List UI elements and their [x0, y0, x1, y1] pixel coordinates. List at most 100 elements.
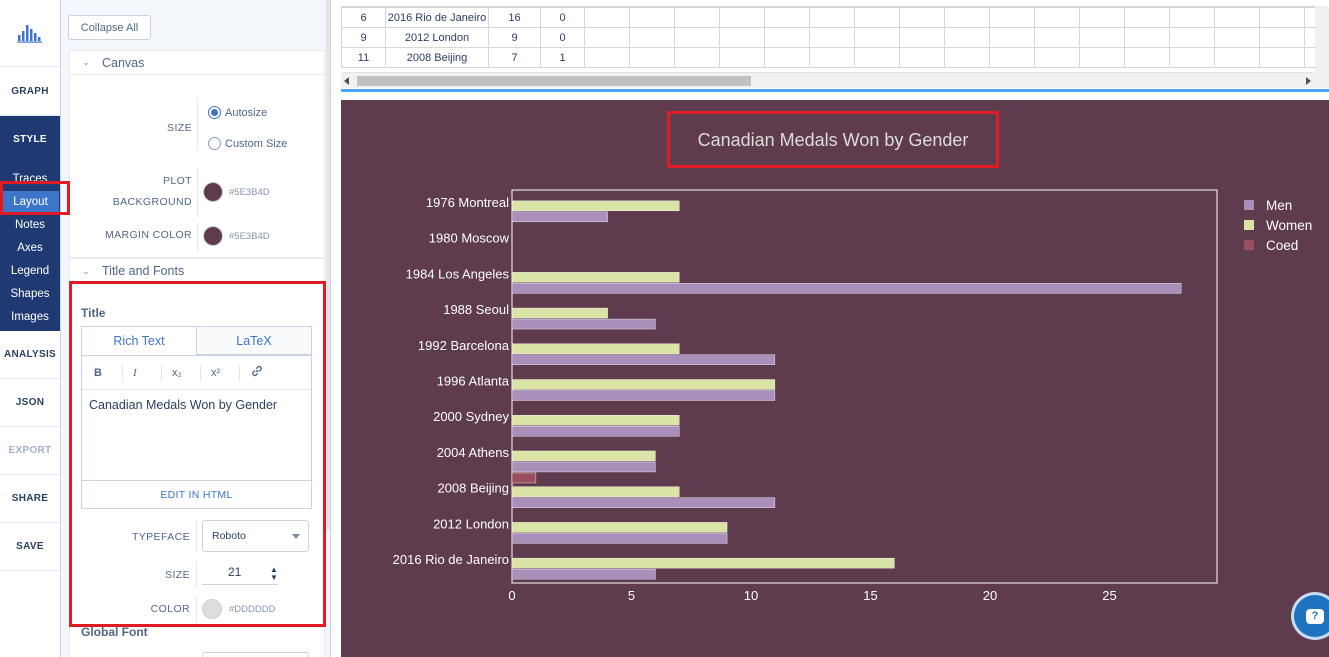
- table-cell[interactable]: 6: [341, 7, 386, 28]
- table-cell[interactable]: [674, 27, 720, 48]
- grid-vertical-scrollbar[interactable]: [1315, 6, 1329, 88]
- table-cell[interactable]: [989, 27, 1035, 48]
- table-cell[interactable]: [899, 27, 945, 48]
- nav-share[interactable]: SHARE: [0, 475, 60, 523]
- table-cell[interactable]: [764, 27, 810, 48]
- table-cell[interactable]: [1124, 47, 1170, 68]
- nav-style-images[interactable]: Images: [11, 311, 49, 323]
- plot-bg-color-swatch[interactable]: [203, 182, 223, 202]
- table-cell[interactable]: [719, 7, 765, 28]
- table-cell[interactable]: [989, 47, 1035, 68]
- table-cell[interactable]: 2008 Beijing: [385, 47, 489, 68]
- font-size-input[interactable]: 21: [202, 565, 278, 585]
- table-cell[interactable]: [629, 47, 675, 68]
- nav-style-layout[interactable]: Layout: [2, 191, 59, 214]
- canvas-section-header[interactable]: ⌄ Canvas: [70, 51, 326, 75]
- grid-horizontal-scrollbar[interactable]: [341, 72, 1315, 88]
- nav-save[interactable]: SAVE: [0, 523, 60, 571]
- table-cell[interactable]: [944, 7, 990, 28]
- title-fonts-section-header[interactable]: ⌄ Title and Fonts: [70, 259, 326, 283]
- table-cell[interactable]: 9: [488, 27, 541, 48]
- tab-rich-text[interactable]: Rich Text: [82, 327, 196, 355]
- table-cell[interactable]: [1079, 7, 1125, 28]
- table-cell[interactable]: [899, 47, 945, 68]
- table-cell[interactable]: [1079, 47, 1125, 68]
- tab-latex[interactable]: LaTeX: [196, 327, 311, 355]
- radio-autosize[interactable]: [208, 106, 221, 119]
- table-cell[interactable]: [719, 47, 765, 68]
- table-cell[interactable]: [899, 7, 945, 28]
- pane-divider[interactable]: [341, 89, 1329, 92]
- nav-style-legend[interactable]: Legend: [10, 265, 50, 277]
- table-cell[interactable]: [719, 27, 765, 48]
- link-button[interactable]: [246, 364, 278, 381]
- table-cell[interactable]: [1259, 47, 1305, 68]
- table-cell[interactable]: [1034, 7, 1080, 28]
- radio-custom-size[interactable]: [208, 137, 221, 150]
- scroll-right-icon[interactable]: [1306, 77, 1311, 85]
- collapse-all-button[interactable]: Collapse All: [68, 15, 151, 40]
- scroll-thumb[interactable]: [357, 76, 751, 86]
- typeface-select[interactable]: Roboto: [202, 520, 309, 552]
- table-cell[interactable]: [1124, 7, 1170, 28]
- table-cell[interactable]: [809, 47, 855, 68]
- table-cell[interactable]: 11: [341, 47, 386, 68]
- table-cell[interactable]: [1169, 47, 1215, 68]
- subscript-button[interactable]: x₂: [172, 366, 182, 379]
- table-cell[interactable]: 0: [540, 7, 585, 28]
- table-cell[interactable]: [584, 27, 630, 48]
- margin-color-swatch[interactable]: [203, 226, 223, 246]
- table-cell[interactable]: [1124, 27, 1170, 48]
- font-color-swatch[interactable]: [202, 599, 222, 619]
- table-cell[interactable]: [1079, 27, 1125, 48]
- table-cell[interactable]: 0: [540, 27, 585, 48]
- table-cell[interactable]: [989, 7, 1035, 28]
- table-cell[interactable]: [1259, 7, 1305, 28]
- table-cell[interactable]: 1: [540, 47, 585, 68]
- help-chat-button[interactable]: ?: [1294, 595, 1329, 637]
- table-cell[interactable]: [1214, 27, 1260, 48]
- table-cell[interactable]: [944, 47, 990, 68]
- scroll-left-icon[interactable]: [344, 77, 349, 85]
- italic-button[interactable]: I: [133, 366, 137, 379]
- table-cell[interactable]: [629, 7, 675, 28]
- panel-scrollbar[interactable]: [326, 0, 330, 530]
- table-cell[interactable]: [1034, 47, 1080, 68]
- edit-in-html-button[interactable]: EDIT IN HTML: [82, 480, 311, 508]
- nav-style-axes[interactable]: Axes: [17, 242, 43, 254]
- nav-graph[interactable]: GRAPH: [0, 66, 60, 116]
- table-cell[interactable]: [1214, 47, 1260, 68]
- nav-style-traces[interactable]: Traces: [12, 173, 48, 185]
- nav-style-notes[interactable]: Notes: [14, 219, 46, 231]
- table-cell[interactable]: [1169, 27, 1215, 48]
- table-cell[interactable]: [674, 7, 720, 28]
- table-cell[interactable]: [1259, 27, 1305, 48]
- nav-style[interactable]: STYLE: [13, 133, 47, 145]
- custom-size-option[interactable]: Custom Size: [208, 137, 287, 150]
- table-cell[interactable]: 9: [341, 27, 386, 48]
- table-cell[interactable]: 7: [488, 47, 541, 68]
- table-cell[interactable]: [764, 7, 810, 28]
- superscript-button[interactable]: x²: [211, 366, 221, 379]
- nav-analysis[interactable]: ANALYSIS: [0, 331, 60, 379]
- table-cell[interactable]: [944, 27, 990, 48]
- table-cell[interactable]: [854, 27, 900, 48]
- table-cell[interactable]: [854, 47, 900, 68]
- nav-json[interactable]: JSON: [0, 379, 60, 427]
- table-cell[interactable]: 2016 Rio de Janeiro: [385, 7, 489, 28]
- global-font-select[interactable]: [202, 652, 309, 657]
- table-cell[interactable]: [584, 7, 630, 28]
- table-cell[interactable]: [584, 47, 630, 68]
- title-text-input[interactable]: Canadian Medals Won by Gender: [89, 398, 278, 412]
- logo[interactable]: [0, 0, 60, 66]
- table-cell[interactable]: [629, 27, 675, 48]
- table-cell[interactable]: [764, 47, 810, 68]
- size-stepper[interactable]: ▲ ▼: [270, 565, 278, 582]
- bold-button[interactable]: B: [94, 366, 102, 379]
- table-cell[interactable]: [1214, 7, 1260, 28]
- autosize-option[interactable]: Autosize: [208, 106, 267, 119]
- table-cell[interactable]: 16: [488, 7, 541, 28]
- table-cell[interactable]: [1034, 27, 1080, 48]
- table-cell[interactable]: [809, 7, 855, 28]
- nav-export[interactable]: EXPORT: [0, 427, 60, 475]
